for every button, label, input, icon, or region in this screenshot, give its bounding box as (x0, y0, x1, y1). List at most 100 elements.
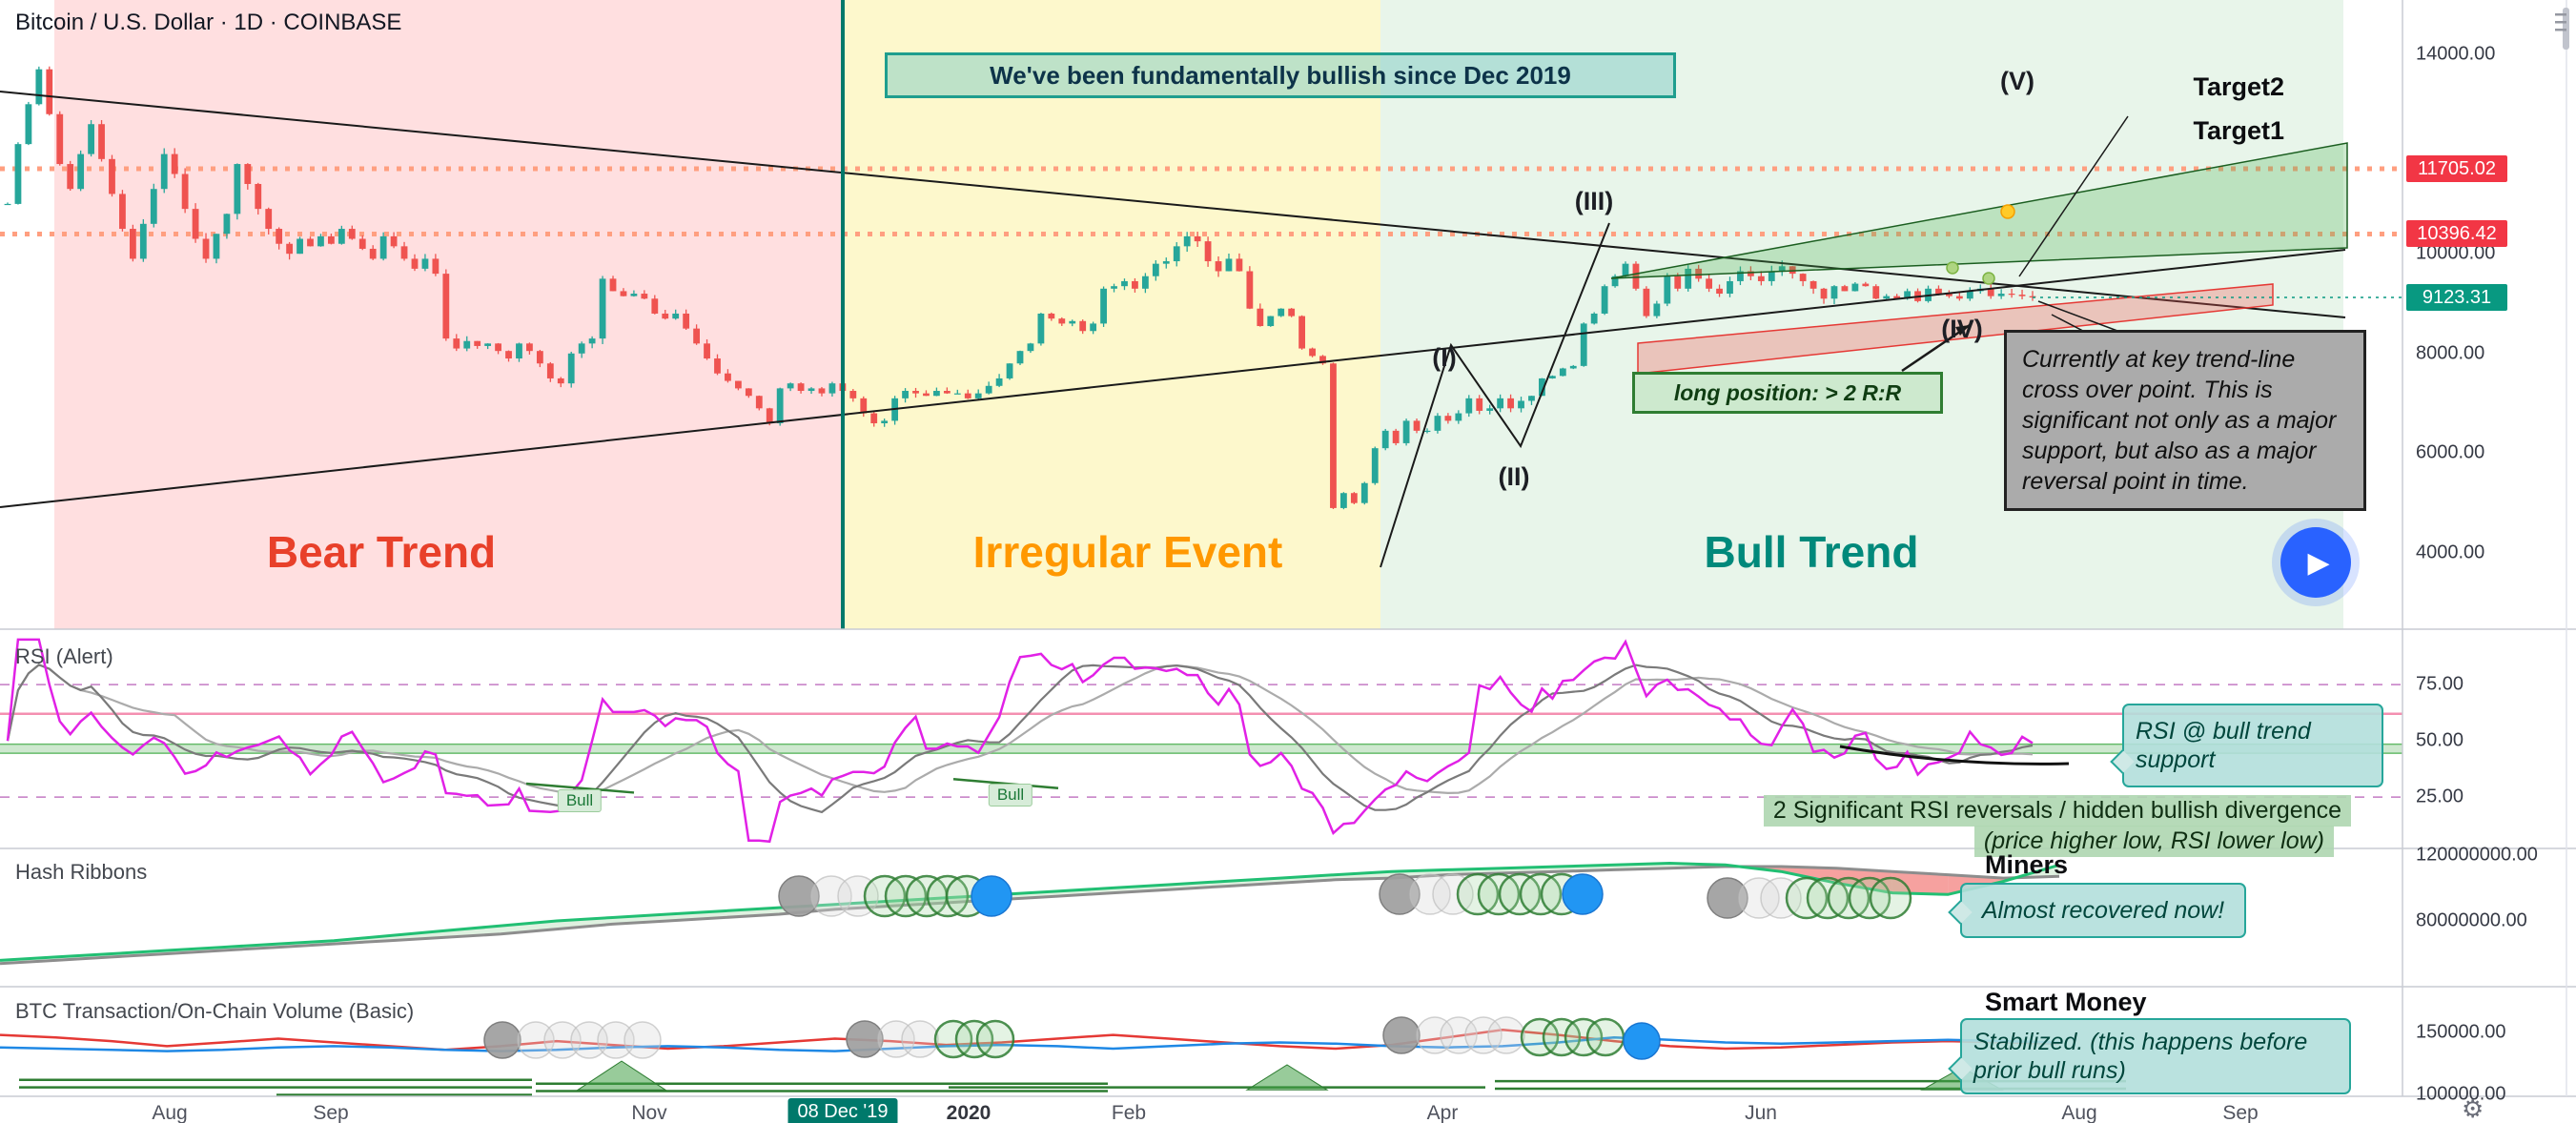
volume-signal-gray[interactable] (483, 1021, 521, 1059)
volume-signal-green[interactable] (1564, 1017, 1604, 1057)
scale-tick: 4000.00 (2416, 541, 2485, 563)
time-label: Apr (1426, 1102, 1459, 1123)
volume-signal-ghost[interactable] (1416, 1016, 1454, 1054)
wave5-projection-line[interactable] (2018, 115, 2129, 277)
time-label: Feb (1111, 1102, 1147, 1123)
scale-tick: 100000.00 (2416, 1083, 2506, 1105)
volume-hump (1245, 1064, 1329, 1091)
miners-label: Miners (1985, 850, 2069, 879)
marker-dot[interactable] (1982, 272, 1995, 285)
scale-tick: 75.00 (2416, 673, 2464, 695)
rsi-callout[interactable]: RSI @ bull trend support (2122, 704, 2383, 787)
hash-panel-title: Hash Ribbons (15, 860, 148, 884)
scale-tick: 80000000.00 (2416, 909, 2527, 931)
volume-signal-ghost[interactable] (901, 1020, 939, 1058)
symbol-title: Bitcoin / U.S. Dollar · 1D · COINBASE (15, 10, 402, 35)
trend-line[interactable] (0, 91, 2346, 318)
wave-label[interactable]: (I) (1432, 343, 1457, 372)
volume-signal-ghost[interactable] (624, 1021, 662, 1059)
smart-money-callout[interactable]: Stabilized. (this happens before prior b… (1960, 1018, 2351, 1094)
hash-ribbon-fill (501, 921, 557, 934)
miner-signal-blue[interactable] (1562, 873, 1604, 915)
marker-dot[interactable] (2000, 204, 2015, 219)
miner-signal-gray[interactable] (1707, 877, 1748, 919)
miner-signal-gray[interactable] (778, 875, 820, 917)
price-badge: 10396.42 (2406, 220, 2507, 248)
rsi-panel-title: RSI (Alert) (15, 644, 113, 668)
volume-hump (576, 1060, 667, 1091)
volume-signal-green[interactable] (1542, 1017, 1582, 1057)
miner-signal-ghost[interactable] (1738, 877, 1780, 919)
scale-tick: 6000.00 (2416, 441, 2485, 463)
wave-label[interactable]: (IV) (1941, 315, 1983, 343)
wave-label[interactable]: (V) (2000, 67, 2034, 95)
time-label: Aug (2061, 1102, 2097, 1123)
time-label: Sep (2222, 1102, 2259, 1123)
bull-tag: Bull (988, 784, 1033, 807)
zone-label: Irregular Event (972, 527, 1283, 577)
volume-signal-green[interactable] (1585, 1017, 1625, 1057)
scale-menu-icon[interactable] (2555, 13, 2566, 16)
time-label: Aug (152, 1102, 188, 1123)
rsi-highlight-1: 2 Significant RSI reversals / hidden bul… (1763, 795, 2351, 827)
miners-callout[interactable]: Almost recovered now! (1960, 883, 2246, 938)
scale-menu-icon[interactable] (2555, 29, 2566, 31)
volume-signal-ghost[interactable] (570, 1021, 608, 1059)
volume-signal-ghost[interactable] (1464, 1016, 1503, 1054)
gear-icon[interactable]: ⚙ (2462, 1094, 2484, 1123)
volume-signal-gray[interactable] (1382, 1016, 1421, 1054)
arrow-head (1955, 325, 1970, 336)
miner-signal-ghost[interactable] (1409, 873, 1451, 915)
rsi-support-curve[interactable] (1839, 745, 2070, 766)
wave-label[interactable]: (II) (1498, 462, 1530, 491)
scale-tick: 8000.00 (2416, 342, 2485, 364)
zone-label: Bear Trend (266, 527, 497, 577)
volume-signal-green[interactable] (954, 1019, 994, 1059)
volume-signal-green[interactable] (975, 1019, 1015, 1059)
marker-dot[interactable] (1946, 261, 1959, 275)
long-position-label[interactable]: long position: > 2 R:R (1632, 372, 1943, 414)
miner-signal-ghost[interactable] (1760, 877, 1802, 919)
divergence-line[interactable] (525, 782, 635, 794)
time-highlight-tag[interactable]: 08 Dec '19 (787, 1098, 898, 1123)
rsi-support-band (0, 744, 2402, 754)
scale-tick: 150000.00 (2416, 1021, 2506, 1043)
support-channel-band[interactable] (1637, 283, 2274, 375)
volume-signal-green[interactable] (933, 1019, 973, 1059)
miner-signal-gray[interactable] (1379, 873, 1421, 915)
bull-tag: Bull (557, 789, 603, 812)
volume-signal-ghost[interactable] (517, 1021, 555, 1059)
trendline-cross-note[interactable]: Currently at key trend-line cross over p… (2004, 330, 2366, 511)
volume-signal-gray[interactable] (846, 1020, 884, 1058)
miner-signal-blue[interactable] (971, 875, 1012, 917)
hash-ribbon-fill (723, 908, 780, 918)
scale-tick: 50.00 (2416, 729, 2464, 751)
rsi-line (6, 638, 2034, 844)
volume-signal-ghost[interactable] (1487, 1016, 1525, 1054)
miner-signal-ghost[interactable] (1432, 873, 1474, 915)
divergence-line[interactable] (952, 778, 1059, 789)
bullish-banner-note[interactable]: We've been fundamentally bullish since D… (885, 52, 1676, 98)
time-label: Sep (313, 1102, 349, 1123)
wave-path[interactable] (1380, 222, 1610, 568)
time-label: Nov (631, 1102, 667, 1123)
price-badge: 9123.31 (2406, 284, 2507, 312)
volume-signal-ghost[interactable] (877, 1020, 915, 1058)
volume-signal-blue[interactable] (1623, 1022, 1661, 1060)
scale-tick: 10000.00 (2416, 242, 2496, 264)
volume-panel-title: BTC Transaction/On-Chain Volume (Basic) (15, 999, 415, 1023)
miner-signal-green[interactable] (1869, 876, 1912, 920)
goto-realtime-button[interactable]: ▶ (2280, 527, 2351, 598)
time-label: Jun (1745, 1102, 1777, 1123)
scale-menu-icon[interactable] (2555, 21, 2566, 24)
volume-signal-green[interactable] (1520, 1017, 1560, 1057)
projection-wedge[interactable] (1610, 142, 2348, 279)
volume-signal-ghost[interactable] (597, 1021, 635, 1059)
volume-signal-ghost[interactable] (543, 1021, 582, 1059)
hash-ribbon-fill (1891, 871, 1949, 895)
trend-line[interactable] (0, 249, 2346, 508)
wave-label[interactable]: (III) (1574, 187, 1614, 215)
hash-rate-fast-line (0, 861, 2060, 962)
